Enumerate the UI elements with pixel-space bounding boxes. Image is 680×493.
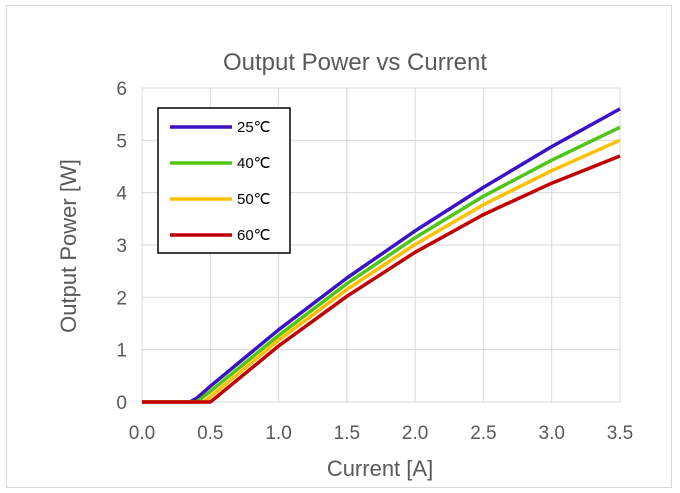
axes: 0.0 0.5 1.0 1.5 2.0 2.5 3.0 3.5 0 1 2 3 4 5 6 — [116, 79, 633, 444]
x-tick-label: 1.5 — [334, 423, 360, 444]
x-tick-label: 2.0 — [402, 423, 428, 444]
series-line-0 — [142, 107, 621, 404]
series-line-3 — [142, 154, 621, 404]
y-tick-label: 6 — [116, 79, 127, 100]
y-tick-label: 1 — [116, 341, 127, 362]
x-tick-label: 3.5 — [607, 423, 633, 444]
legend-box — [157, 107, 291, 254]
x-axis-label: Current [A] — [327, 456, 433, 481]
legend-label-0: 25℃ — [237, 119, 271, 136]
legend-label-2: 50℃ — [237, 191, 271, 208]
y-tick-label: 3 — [116, 236, 127, 257]
legend-label-1: 40℃ — [237, 155, 271, 172]
series-lines — [142, 107, 621, 404]
y-tick-label: 5 — [116, 131, 127, 152]
y-tick-label: 0 — [116, 393, 127, 414]
chart-frame — [6, 5, 672, 488]
x-tick-label: 0.5 — [197, 423, 223, 444]
legend-label-3: 60℃ — [237, 227, 271, 244]
x-tick-label: 2.5 — [470, 423, 496, 444]
legend: 25℃ 40℃ 50℃ 60℃ — [157, 107, 291, 254]
y-tick-label: 2 — [116, 288, 127, 309]
x-tick-label: 1.0 — [265, 423, 291, 444]
chart-title: Output Power vs Current — [223, 49, 487, 76]
series-line-1 — [142, 125, 621, 404]
x-tick-label: 0.0 — [129, 423, 155, 444]
y-tick-label: 4 — [116, 184, 127, 205]
x-tick-label: 3.0 — [539, 423, 565, 444]
y-axis-label: Output Power [W] — [56, 159, 81, 333]
